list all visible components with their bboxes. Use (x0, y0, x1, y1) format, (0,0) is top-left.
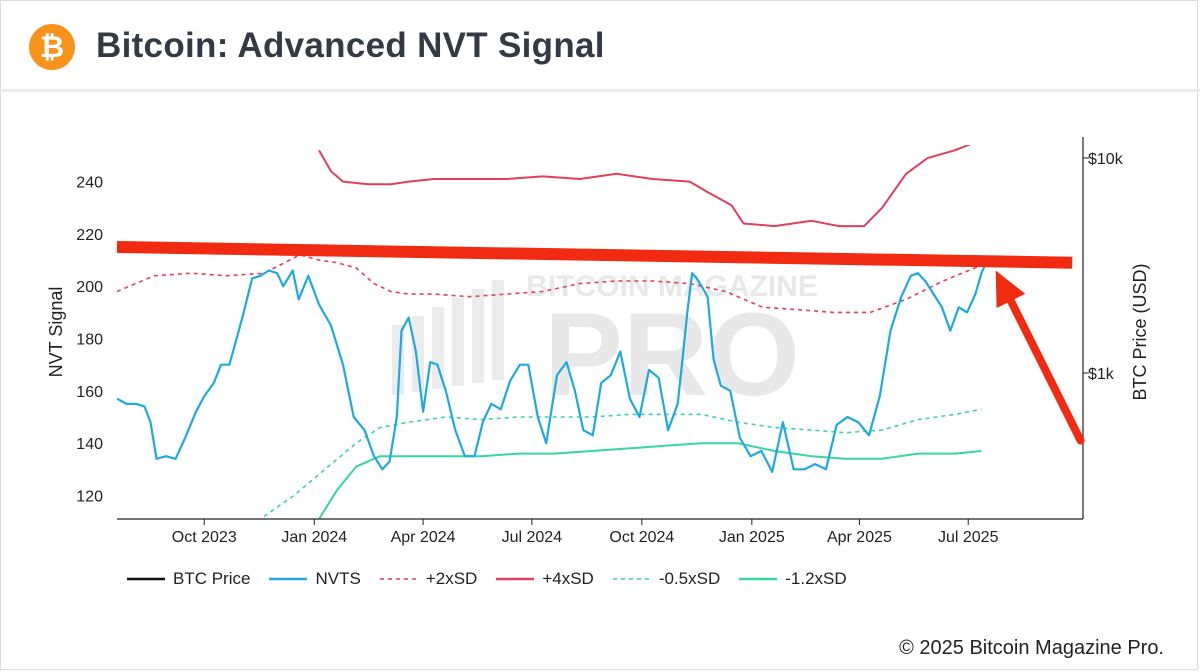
y2-tick-label: $1k (1088, 366, 1115, 383)
annotation-arrow-shaft (1006, 296, 1085, 445)
series-nvts-line (117, 262, 988, 473)
watermark-line1: BITCOIN MAGAZINE (526, 270, 818, 303)
watermark-candle (472, 289, 484, 383)
footer-copyright: © 2025 Bitcoin Magazine Pro. (899, 637, 1164, 659)
page-title: Bitcoin: Advanced NVT Signal (96, 26, 605, 65)
resistance-annotation-line (116, 241, 1073, 269)
legend-swatch (379, 578, 418, 580)
annotation-arrow-head (995, 270, 1026, 309)
series-layer (117, 145, 988, 519)
chart-legend: BTC Price NVTS +2xSD +4xSD -0.5xSD -1.2xSD (125, 567, 864, 591)
legend-swatch (127, 577, 165, 581)
legend-swatch (269, 577, 308, 581)
x-tick-label: Jan 2024 (281, 529, 347, 546)
series-05xsd-line (263, 408, 982, 518)
legend-swatch (496, 577, 535, 581)
y-tick-label: 240 (76, 175, 103, 192)
x-tick-label: Jan 2025 (719, 529, 785, 546)
legend-label: BTC Price (173, 569, 251, 588)
y-tick-label: 200 (76, 279, 103, 296)
legend-swatch (739, 577, 778, 581)
legend-label: +4xSD (542, 569, 594, 588)
y-tick-label: 180 (76, 332, 103, 349)
legend-item[interactable]: NVTS (267, 569, 361, 589)
watermark-candle (412, 316, 424, 392)
legend-swatch (612, 578, 651, 580)
watermark-line2: PRO (544, 289, 800, 421)
header: ₿ Bitcoin: Advanced NVT Signal (0, 0, 1200, 92)
bitcoin-logo-icon: ₿ (29, 24, 75, 70)
axes: 120 140 160 180 200 220 240 Oct 2023 Jan 2024 Apr… (46, 137, 1150, 546)
watermark-candle (492, 280, 504, 380)
legend-label: NVTS (315, 569, 361, 588)
y-tick-label: 160 (76, 384, 103, 401)
y-tick-label: 220 (76, 227, 103, 244)
y2-tick-label: $10k (1088, 151, 1124, 168)
y-axis-title: NVT Signal (46, 287, 66, 378)
y2-axis-title: BTC Price (USD) (1130, 263, 1150, 400)
x-tick-label: Jul 2024 (502, 529, 563, 546)
legend-item[interactable]: BTC Price (125, 569, 250, 589)
x-tick-label: Jul 2025 (938, 529, 999, 546)
x-tick-label: Oct 2024 (609, 529, 674, 546)
series-group (117, 145, 988, 519)
series-2xsd-line (117, 254, 982, 314)
legend-item[interactable]: -0.5xSD (611, 569, 720, 589)
y-tick-label: 120 (76, 488, 103, 505)
x-tick-label: Apr 2025 (827, 529, 892, 546)
series-12xsd-line (318, 442, 982, 519)
legend-item[interactable]: +4xSD (494, 569, 594, 589)
legend-item[interactable]: -1.2xSD (737, 569, 847, 589)
legend-label: +2xSD (425, 569, 478, 588)
x-tick-label: Apr 2024 (391, 529, 456, 546)
watermark-candle (432, 307, 444, 389)
legend-label: -0.5xSD (658, 569, 721, 588)
legend-label: -1.2xSD (785, 569, 847, 588)
annotations (116, 241, 1085, 445)
y-tick-label: 140 (76, 436, 103, 453)
x-tick-label: Oct 2023 (172, 529, 237, 546)
watermark-candle (452, 298, 464, 386)
legend-item[interactable]: +2xSD (378, 569, 478, 589)
series-4xsd-line (318, 145, 971, 228)
